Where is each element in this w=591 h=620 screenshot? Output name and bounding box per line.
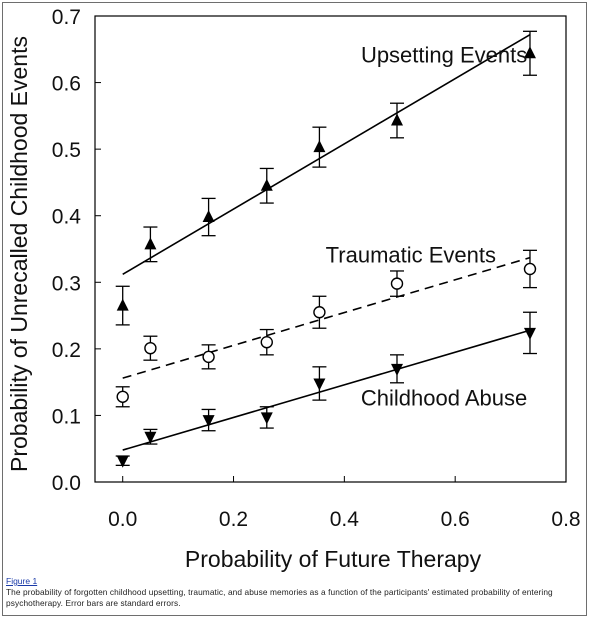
figure-label-link[interactable]: Figure 1: [6, 576, 38, 586]
figure-caption: Figure 1 The probability of forgotten ch…: [6, 576, 586, 609]
y-tick-label: 0.4: [52, 206, 82, 229]
traumatic-events-point: [144, 341, 157, 355]
y-tick-label: 0.1: [52, 405, 81, 428]
childhood-abuse-fit-line: [122, 329, 531, 451]
traumatic-events-point: [390, 277, 404, 290]
y-tick-label: 0.0: [52, 472, 81, 495]
traumatic-events-point: [313, 306, 326, 319]
childhood-abuse-point: [390, 363, 403, 376]
x-tick-label: 0.6: [441, 508, 470, 531]
axis-ticks: 0.0 0.1 0.2 0.3 0.4 0.5 0.6 0.7 0.0 0.2 0.4 0.6 0.8: [52, 6, 581, 531]
y-tick-label: 0.2: [52, 339, 81, 362]
caption-text: The probability of forgotten childhood u…: [6, 587, 553, 608]
upsetting-events-point: [523, 46, 536, 59]
traumatic-events-point: [116, 390, 129, 403]
y-tick-label: 0.5: [52, 139, 81, 162]
fit-lines: [122, 33, 531, 451]
y-axis-label: Probability of Unrecalled Childhood Even…: [6, 36, 32, 472]
upsetting-events-label: Upsetting Events: [361, 43, 527, 68]
childhood-abuse-point: [260, 412, 273, 425]
childhood-abuse-point: [523, 327, 536, 340]
y-tick-label: 0.6: [52, 73, 81, 96]
traumatic-events-fit-line: [122, 256, 531, 379]
data-markers: [116, 46, 537, 468]
childhood-abuse-label: Childhood Abuse: [361, 385, 527, 410]
chart: 0.00.10.20.30.40.50.60.70.0 0.2 0.4 0.6 0.8 …: [6, 6, 581, 572]
traumatic-events-label: Traumatic Events: [326, 242, 496, 267]
x-tick-label: 0.4: [330, 508, 360, 531]
traumatic-events-point: [260, 336, 273, 349]
childhood-abuse-point: [116, 455, 129, 468]
upsetting-events-point: [116, 298, 129, 311]
traumatic-events-point: [523, 262, 537, 276]
upsetting-events-point: [313, 140, 326, 153]
childhood-abuse-point: [313, 378, 326, 391]
y-tick-label: 0.3: [52, 272, 81, 295]
traumatic-events-point: [202, 350, 215, 364]
childhood-abuse-point: [202, 415, 215, 428]
upsetting-events-point: [202, 210, 215, 223]
plot-area: [94, 15, 567, 483]
childhood-abuse-point: [144, 431, 157, 444]
series-labels: Upsetting Events Traumatic Events Childhoo…: [326, 43, 528, 411]
x-tick-label: 0.2: [219, 508, 248, 531]
upsetting-events-point: [260, 178, 273, 191]
upsetting-events-fit-line: [122, 33, 531, 275]
x-axis-label: Probability of Future Therapy: [185, 546, 482, 572]
x-tick-label: 0.0: [108, 508, 137, 531]
y-tick-label: 0.7: [52, 6, 81, 29]
upsetting-events-point: [390, 113, 403, 126]
upsetting-events-point: [144, 237, 157, 250]
x-tick-label: 0.8: [551, 508, 580, 531]
error-bars: [115, 30, 537, 467]
